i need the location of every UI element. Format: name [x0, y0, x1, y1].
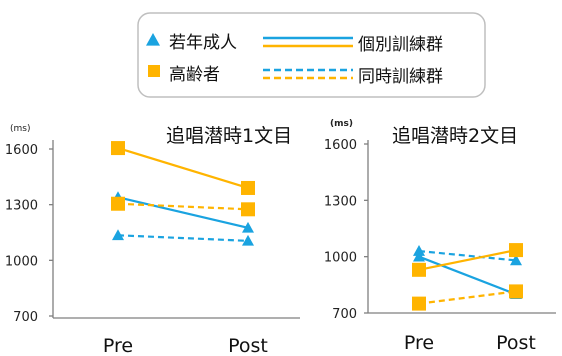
series-line-old-dashed [418, 290, 517, 305]
y-tick-label: 1300 [5, 199, 38, 214]
legend-young-triangle-icon [146, 33, 160, 46]
data-point-young-solid [413, 250, 425, 262]
panel1-plot: 700 1000 1300 1600 Pre Post [5, 140, 300, 356]
data-point-old-solid [111, 141, 125, 156]
data-point-young-dashed [413, 245, 425, 256]
y-tick-label: 700 [332, 307, 357, 322]
panel2-title: 追唱潜時2文目 [392, 125, 518, 147]
data-point-old-solid [509, 243, 523, 258]
series-line-young-dashed [117, 234, 249, 242]
data-point-old-dashed [111, 196, 125, 211]
legend-simultaneous-label: 同時訓練群 [358, 67, 443, 87]
data-point-old-dashed [412, 296, 426, 311]
series-line-young-solid [117, 196, 249, 229]
y-tick-label: 1000 [324, 251, 357, 266]
series-line-young-solid [418, 255, 517, 296]
series-line-old-solid [117, 147, 249, 190]
legend: 若年成人 高齢者 個別訓練群 同時訓練群 [137, 12, 486, 98]
y-tick-label: 700 [13, 310, 38, 325]
data-point-young-solid [242, 221, 254, 233]
data-point-old-solid [241, 180, 255, 195]
legend-individual-label: 個別訓練群 [358, 35, 443, 55]
data-point-young-dashed [242, 234, 254, 246]
legend-box [137, 12, 486, 98]
y-tick-label: 1600 [324, 138, 357, 153]
x-tick-label: Pre [103, 335, 133, 356]
legend-old-square-icon [148, 65, 160, 77]
data-point-young-dashed [510, 254, 522, 266]
series-line-old-solid [418, 249, 517, 271]
data-point-old-dashed [241, 202, 255, 217]
panel1-unit-label: (ms) [10, 124, 30, 134]
series-line-old-dashed [117, 202, 249, 211]
data-point-old-solid [412, 262, 426, 277]
legend-old-label: 高齢者 [169, 65, 220, 85]
x-tick-label: Post [496, 332, 536, 354]
y-tick-label: 1300 [324, 194, 357, 209]
panel1-title: 追唱潜時1文目 [166, 125, 292, 147]
y-tick-label: 1600 [5, 143, 38, 158]
data-point-young-dashed [112, 229, 124, 241]
series-line-young-dashed [418, 249, 517, 262]
x-tick-label: Pre [404, 332, 434, 354]
x-tick-label: Post [228, 335, 268, 356]
panel2-plot: 700 1000 1300 1600 Pre Post [324, 138, 556, 354]
data-point-old-dashed [509, 284, 523, 299]
legend-young-label: 若年成人 [169, 33, 237, 53]
y-tick-label: 1000 [5, 254, 38, 269]
panel2-unit-label: (ms) [330, 119, 353, 129]
